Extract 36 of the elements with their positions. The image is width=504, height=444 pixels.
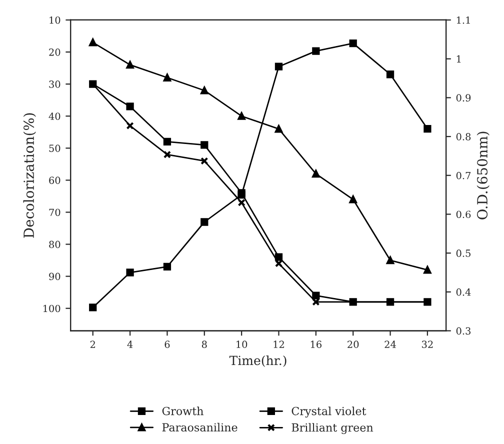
legend-label: Brilliant green (292, 423, 374, 434)
y-tick-label: 20 (49, 48, 60, 56)
x-tick-label: 32 (422, 340, 433, 348)
x-tick-label: 12 (274, 340, 284, 348)
y2-tick-label: 0.8 (456, 133, 471, 140)
y-tick-label: 10 (50, 16, 60, 24)
y2-tick-label: 0.9 (456, 94, 471, 102)
x-tick-label: 16 (310, 340, 322, 348)
y2-tick-label: 0.5 (456, 250, 470, 257)
y2-tick-label: 0.3 (456, 327, 470, 335)
legend-label: Crystal violet (292, 406, 366, 418)
y2-tick-label: 0.6 (456, 210, 471, 218)
y-tick-label: 30 (49, 80, 60, 88)
y-tick-label: 90 (49, 272, 60, 280)
y-axis-title: Decolorization(%) (23, 113, 36, 238)
x-tick-label: 6 (164, 340, 170, 348)
y2-tick-label: 0.7 (456, 172, 471, 180)
y-tick-label: 60 (49, 176, 60, 184)
x-tick-label: 10 (236, 340, 248, 348)
legend-label: Growth (162, 406, 204, 416)
y-tick-label: 50 (49, 144, 60, 152)
y-tick-label: 80 (49, 240, 60, 248)
y2-tick-label: 1.1 (456, 16, 470, 24)
y2-tick-label: 1 (456, 55, 461, 63)
x-axis-title: Time(hr.) (229, 355, 286, 367)
y-tick-label: 70 (49, 208, 60, 216)
y-tick-label: 40 (48, 112, 60, 120)
x-tick-label: 24 (384, 340, 396, 348)
x-tick-label: 4 (127, 340, 133, 348)
legend-label: Paraosaniline (162, 422, 238, 432)
y2-tick-label: 0.4 (456, 288, 471, 296)
y-tick-label: 100 (43, 304, 60, 312)
x-tick-label: 20 (348, 340, 359, 348)
x-tick-label: 8 (202, 340, 207, 348)
x-tick-label: 2 (90, 340, 96, 348)
y2-axis-title: O.D.(650nm) (476, 132, 490, 220)
